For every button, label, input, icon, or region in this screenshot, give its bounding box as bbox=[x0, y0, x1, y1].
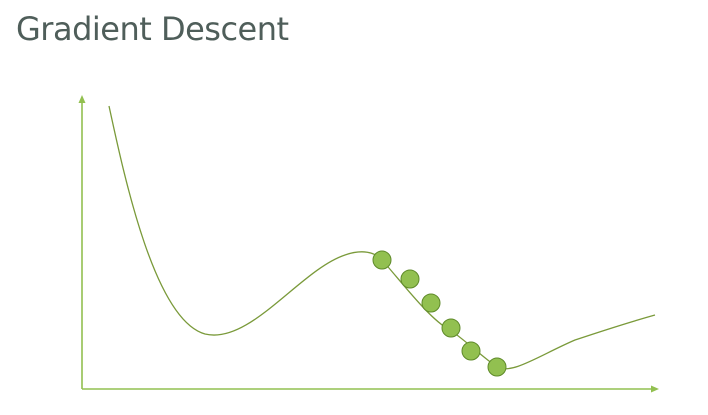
descent-step bbox=[421, 293, 441, 313]
descent-step bbox=[400, 269, 420, 289]
descent-steps bbox=[372, 250, 507, 377]
y-axis-arrowhead bbox=[78, 95, 86, 103]
descent-step bbox=[461, 341, 481, 361]
descent-step bbox=[372, 250, 392, 270]
slide-title: Gradient Descent bbox=[16, 10, 289, 48]
descent-step bbox=[487, 357, 507, 377]
descent-step bbox=[441, 318, 461, 338]
x-axis-arrowhead bbox=[651, 385, 659, 393]
loss-curve bbox=[108, 105, 656, 370]
